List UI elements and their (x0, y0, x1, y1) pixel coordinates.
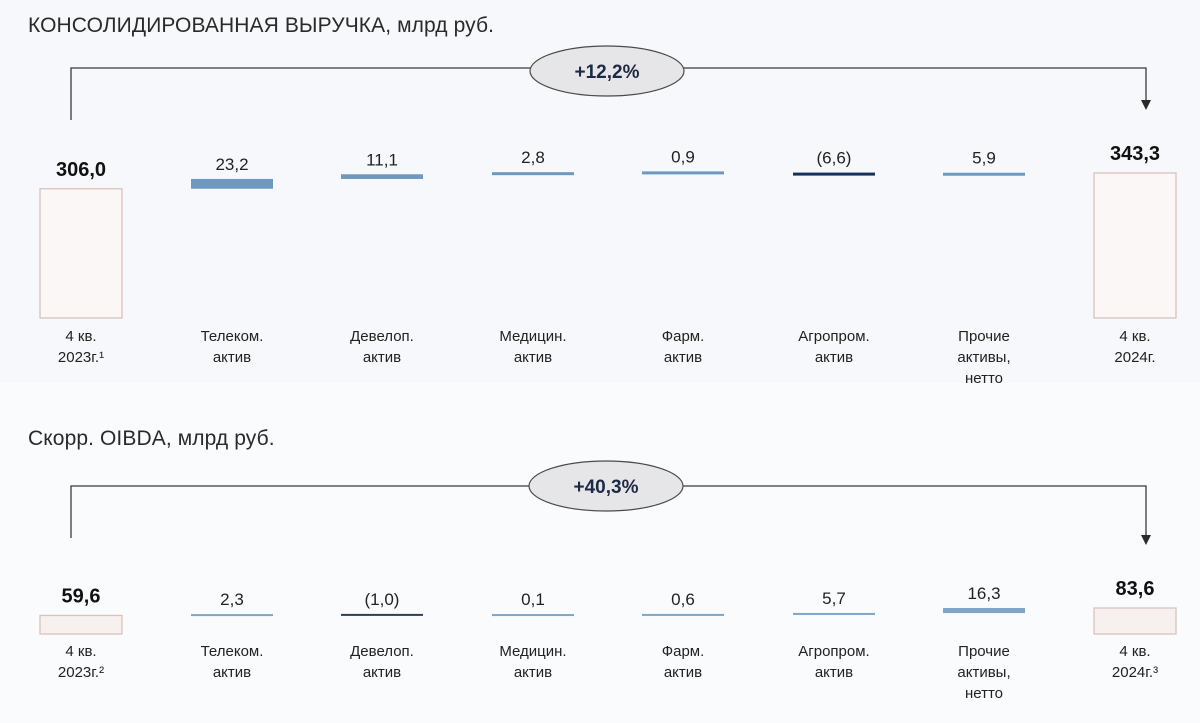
oibda-category-label-1: Телеком. актив (167, 641, 297, 683)
revenue-category-3-line-0: Медицин. (499, 328, 567, 345)
revenue-category-3-line-1: актив (513, 349, 553, 366)
oibda-category-2-line-1: актив (362, 664, 402, 681)
revenue-category-label-0: 4 кв. 2023г.¹ (16, 326, 146, 368)
oibda-bar-4 (642, 613, 724, 616)
oibda-value-label-1: 2,3 (220, 590, 244, 609)
revenue-bar-4 (642, 171, 724, 175)
revenue-category-0-line-1: 2023г.¹ (57, 349, 105, 366)
revenue-category-label-6: Прочие активы, нетто (919, 326, 1049, 389)
oibda-value-label-3: 0,1 (521, 590, 545, 609)
oibda-arrow-head (1141, 535, 1151, 545)
oibda-category-1-line-0: Телеком. (200, 643, 264, 660)
oibda-category-label-2: Девелоп. актив (317, 641, 447, 683)
oibda-value-label-6: 16,3 (967, 584, 1000, 603)
revenue-value-label-4: 0,9 (671, 147, 695, 166)
oibda-panel: Скорр. OIBDA, млрд руб. +40,3% 59,6 2,3 (1,… (0, 383, 1200, 723)
oibda-category-0-line-0: 4 кв. (65, 643, 97, 660)
oibda-value-label-0: 59,6 (62, 585, 101, 607)
revenue-category-7-line-1: 2024г. (1114, 349, 1156, 366)
oibda-category-label-4: Фарм. актив (618, 641, 748, 683)
oibda-category-4-line-0: Фарм. (661, 643, 705, 660)
oibda-chart: +40,3% 59,6 2,3 (1,0) 0,1 0,6 5,7 16,3 83,6 (39, 460, 1177, 635)
oibda-title: Скорр. OIBDA, млрд руб. (28, 427, 275, 450)
revenue-category-label-3: Медицин. актив (468, 326, 598, 368)
oibda-category-3-line-0: Медицин. (499, 643, 567, 660)
revenue-category-7-line-0: 4 кв. (1119, 328, 1151, 345)
revenue-category-label-5: Агропром. актив (769, 326, 899, 368)
revenue-category-label-2: Девелоп. актив (317, 326, 447, 368)
oibda-bar-3 (492, 614, 574, 617)
oibda-change-pill (528, 460, 684, 512)
oibda-category-3-line-1: актив (513, 664, 553, 681)
oibda-category-label-6: Прочие активы, нетто (919, 641, 1049, 704)
oibda-category-0-line-1: 2023г.² (57, 664, 105, 681)
oibda-bar-0 (39, 614, 123, 635)
revenue-value-label-0: 306,0 (56, 159, 106, 181)
revenue-category-5-line-1: актив (814, 349, 854, 366)
revenue-arrow-head (1141, 100, 1151, 110)
revenue-value-label-7: 343,3 (1110, 143, 1160, 165)
oibda-bar-6 (943, 608, 1025, 614)
revenue-category-0-line-0: 4 кв. (65, 328, 97, 345)
revenue-category-label-1: Телеком. актив (167, 326, 297, 368)
oibda-category-6-line-2: нетто (964, 685, 1004, 702)
revenue-value-label-6: 5,9 (972, 149, 996, 168)
revenue-change-label: +12,2% (575, 62, 640, 83)
revenue-value-label-2: 11,1 (366, 150, 398, 169)
revenue-bar-2 (341, 174, 423, 179)
revenue-category-1-line-0: Телеком. (200, 328, 264, 345)
revenue-title: КОНСОЛИДИРОВАННАЯ ВЫРУЧКА, млрд руб. (28, 14, 495, 37)
revenue-bar-6 (943, 172, 1025, 176)
oibda-category-1-line-1: актив (212, 664, 252, 681)
revenue-category-2-line-1: актив (362, 349, 402, 366)
revenue-bar-3 (492, 172, 574, 176)
revenue-bar-7 (1093, 172, 1177, 319)
revenue-category-6-line-1: активы, (957, 349, 1011, 366)
revenue-category-4-line-0: Фарм. (661, 328, 705, 345)
revenue-change-pill (529, 45, 685, 97)
oibda-category-label-7: 4 кв. 2024г.³ (1070, 641, 1200, 683)
revenue-bar-1 (191, 178, 273, 189)
oibda-value-label-5: 5,7 (822, 589, 846, 608)
oibda-category-4-line-1: актив (663, 664, 703, 681)
revenue-category-label-4: Фарм. актив (618, 326, 748, 368)
revenue-value-label-1: 23,2 (215, 155, 248, 174)
revenue-category-label-7: 4 кв. 2024г. (1070, 326, 1200, 368)
revenue-bar-0 (39, 188, 123, 319)
oibda-category-2-line-0: Девелоп. (350, 643, 414, 660)
revenue-category-4-line-1: актив (663, 349, 703, 366)
revenue-category-2-line-0: Девелоп. (350, 328, 414, 345)
revenue-category-1-line-1: актив (212, 349, 252, 366)
oibda-category-label-5: Агропром. актив (769, 641, 899, 683)
oibda-bar-1 (191, 614, 273, 617)
oibda-category-label-0: 4 кв. 2023г.² (16, 641, 146, 683)
oibda-value-label-2: (1,0) (365, 590, 400, 609)
revenue-category-6-line-0: Прочие (958, 328, 1010, 345)
revenue-value-label-5: (6,6) (817, 149, 852, 168)
oibda-category-label-3: Медицин. актив (468, 641, 598, 683)
oibda-bar-5 (793, 612, 875, 615)
oibda-category-7-line-1: 2024г.³ (1111, 664, 1159, 681)
revenue-bar-5 (793, 172, 875, 176)
oibda-value-label-7: 83,6 (1116, 578, 1155, 600)
oibda-category-6-line-1: активы, (957, 664, 1011, 681)
revenue-chart: +12,2% 306,0 23,2 11,1 2,8 0,9 (6,6) 5,9 343,3 (39, 45, 1177, 319)
revenue-value-label-3: 2,8 (521, 148, 545, 167)
oibda-value-label-4: 0,6 (671, 590, 695, 609)
oibda-bar-7 (1093, 607, 1177, 635)
revenue-category-6-line-2: нетто (964, 370, 1004, 387)
oibda-bar-2 (341, 613, 423, 616)
oibda-category-5-line-1: актив (814, 664, 854, 681)
oibda-category-5-line-0: Агропром. (798, 643, 870, 660)
revenue-panel: КОНСОЛИДИРОВАННАЯ ВЫРУЧКА, млрд руб. +12… (16, 14, 1200, 387)
oibda-category-7-line-0: 4 кв. (1119, 643, 1151, 660)
oibda-change-label: +40,3% (574, 477, 639, 498)
revenue-category-5-line-0: Агропром. (798, 328, 870, 345)
oibda-category-6-line-0: Прочие (958, 643, 1010, 660)
